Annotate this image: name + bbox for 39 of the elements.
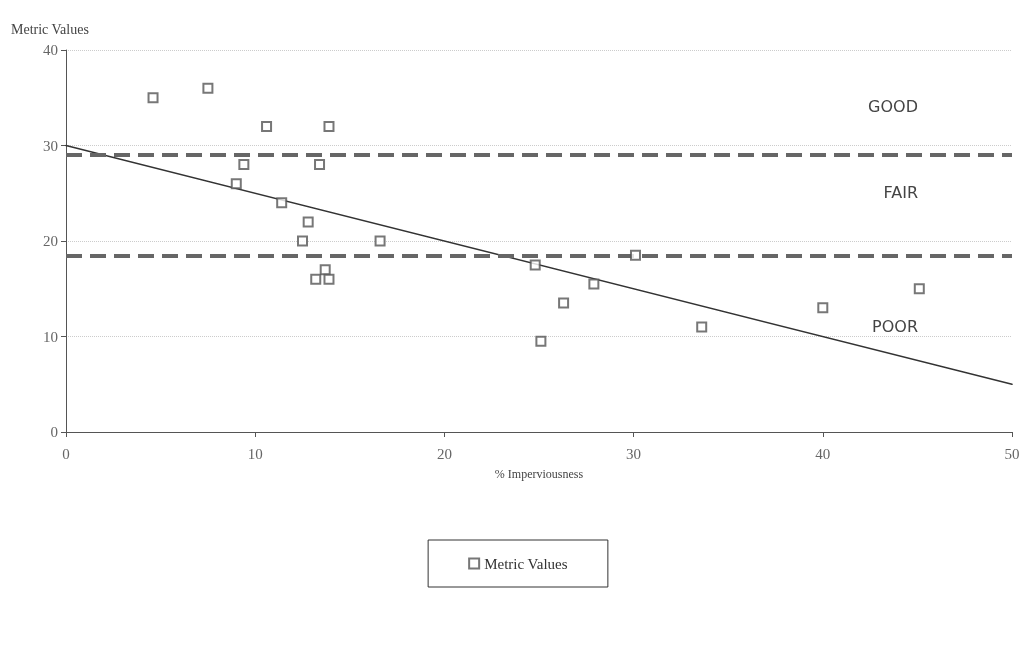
point xyxy=(817,302,829,314)
point xyxy=(261,120,273,132)
x-tick-label: 50 xyxy=(1004,445,1020,462)
point xyxy=(319,264,331,276)
point xyxy=(913,283,925,295)
x-tick-label: 40 xyxy=(815,445,831,462)
annotation: FAIR xyxy=(883,182,918,202)
point xyxy=(238,159,250,171)
point xyxy=(629,249,641,261)
x-tick-label: 0 xyxy=(62,445,70,462)
point xyxy=(323,273,335,285)
point xyxy=(374,235,386,247)
x-tick-label: 30 xyxy=(626,445,642,462)
y-axis-title: Metric Values xyxy=(11,21,89,37)
point xyxy=(588,278,600,290)
x-axis-title: % Imperviousness xyxy=(494,467,584,481)
point xyxy=(147,92,159,104)
legend-label: Metric Values xyxy=(484,555,568,572)
x-tick-label: 20 xyxy=(436,445,452,462)
point xyxy=(323,120,335,132)
point xyxy=(230,178,242,190)
y-tick-label: 40 xyxy=(43,42,58,58)
point xyxy=(314,159,326,171)
point xyxy=(558,297,570,309)
point xyxy=(310,273,322,285)
point xyxy=(302,216,314,228)
point xyxy=(297,235,308,247)
x-tick-label: 10 xyxy=(247,445,263,462)
y-tick-label: 0 xyxy=(50,424,58,440)
y-tick-label: 20 xyxy=(43,233,58,249)
point xyxy=(535,335,547,347)
annotation: POOR xyxy=(872,316,918,336)
point xyxy=(276,197,288,209)
point xyxy=(529,259,541,271)
y-tick-label: 10 xyxy=(43,328,58,345)
annotation: GOOD xyxy=(868,96,918,116)
y-tick-label: 30 xyxy=(43,137,58,154)
point xyxy=(696,321,708,333)
point xyxy=(202,82,214,94)
